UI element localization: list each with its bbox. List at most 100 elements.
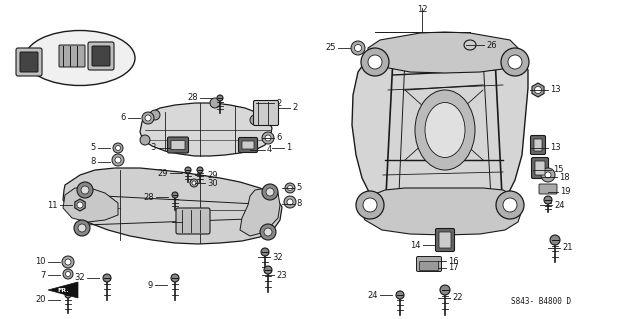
Text: 8: 8 [296,199,301,209]
Circle shape [534,86,541,93]
Text: 28: 28 [143,192,154,202]
Text: 32: 32 [74,273,85,283]
Circle shape [356,191,384,219]
Circle shape [65,259,71,265]
Circle shape [260,224,276,240]
Circle shape [503,198,517,212]
Polygon shape [240,188,280,236]
Circle shape [190,179,198,187]
Circle shape [262,184,278,200]
Circle shape [78,224,86,232]
Circle shape [363,198,377,212]
FancyBboxPatch shape [439,232,451,248]
Text: 15: 15 [553,166,563,174]
Circle shape [266,188,274,196]
Polygon shape [63,188,118,222]
Text: FR.: FR. [57,287,69,293]
Circle shape [261,248,269,256]
Text: 16: 16 [448,256,459,265]
Circle shape [361,48,389,76]
Text: 32: 32 [272,253,283,262]
Circle shape [440,285,450,295]
Circle shape [508,55,522,69]
Circle shape [63,269,73,279]
Circle shape [185,167,191,173]
Text: 14: 14 [410,241,421,249]
FancyBboxPatch shape [531,136,545,154]
Text: 25: 25 [326,43,336,53]
FancyBboxPatch shape [419,262,438,271]
Text: 8: 8 [91,158,96,167]
Circle shape [545,172,551,178]
Text: 11: 11 [47,201,58,210]
Ellipse shape [415,90,475,170]
FancyBboxPatch shape [59,45,85,67]
Circle shape [262,132,274,144]
Text: 3: 3 [150,144,156,152]
Circle shape [396,291,404,299]
Circle shape [355,44,362,51]
Circle shape [285,183,295,193]
Circle shape [541,168,555,182]
Text: 5: 5 [91,144,96,152]
Polygon shape [140,103,272,156]
Circle shape [550,235,560,245]
FancyBboxPatch shape [435,228,454,251]
Circle shape [74,220,90,236]
Polygon shape [75,199,85,211]
Polygon shape [532,83,544,97]
FancyBboxPatch shape [535,161,545,175]
Text: 10: 10 [35,257,46,266]
Ellipse shape [25,31,135,85]
Polygon shape [63,168,282,244]
Circle shape [171,274,179,282]
Text: S843- B4800 D: S843- B4800 D [511,297,571,306]
FancyBboxPatch shape [171,140,185,150]
Circle shape [65,271,70,277]
Text: 12: 12 [417,5,428,14]
FancyBboxPatch shape [242,141,254,149]
Text: 7: 7 [40,271,46,279]
Text: 18: 18 [559,173,570,182]
Circle shape [115,145,120,151]
Circle shape [77,182,93,198]
Circle shape [287,186,292,190]
Circle shape [250,115,260,125]
Text: 4: 4 [267,145,272,154]
Text: 22: 22 [452,293,463,302]
Text: 30: 30 [207,179,218,188]
Circle shape [496,191,524,219]
FancyBboxPatch shape [531,158,548,179]
Circle shape [65,292,71,298]
FancyBboxPatch shape [92,46,110,66]
Circle shape [103,274,111,282]
Circle shape [287,199,293,205]
Text: 9: 9 [148,280,153,290]
FancyBboxPatch shape [539,184,557,194]
Circle shape [115,157,121,163]
Circle shape [264,228,272,236]
Text: 13: 13 [550,144,561,152]
Text: 17: 17 [448,263,459,272]
FancyBboxPatch shape [16,48,42,76]
Text: 5: 5 [296,183,301,192]
Polygon shape [352,33,528,232]
Text: 6: 6 [120,114,126,122]
Polygon shape [368,32,520,73]
Circle shape [368,55,382,69]
Circle shape [192,181,196,185]
FancyBboxPatch shape [176,208,210,234]
Text: 29: 29 [157,168,168,177]
Text: 23: 23 [276,271,287,279]
Circle shape [112,154,124,166]
Text: 31: 31 [184,218,195,226]
Circle shape [62,256,74,268]
Circle shape [210,98,220,108]
Circle shape [217,95,223,101]
FancyBboxPatch shape [88,42,114,70]
Circle shape [544,196,552,204]
Circle shape [284,196,296,208]
FancyBboxPatch shape [253,100,278,125]
Circle shape [145,115,151,121]
Text: 26: 26 [486,41,497,49]
